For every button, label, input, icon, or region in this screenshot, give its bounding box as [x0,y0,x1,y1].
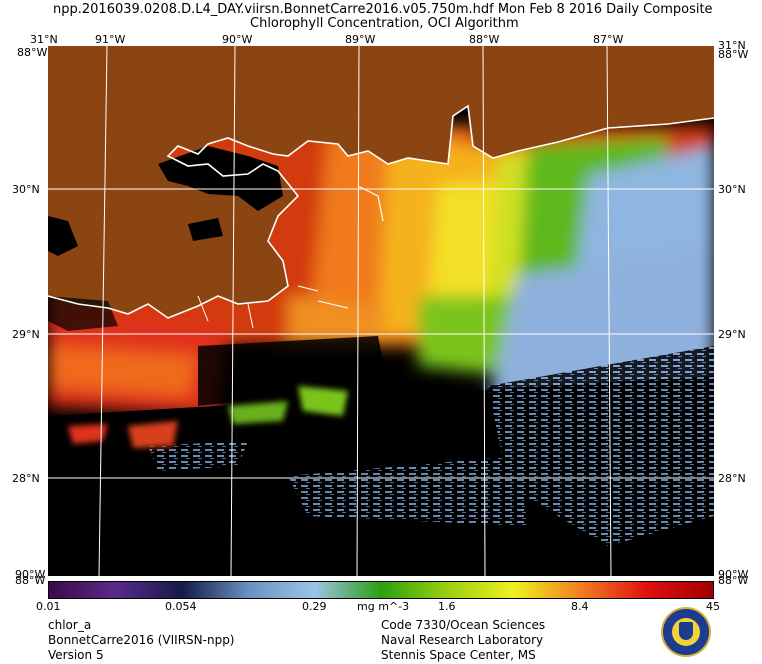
top-lat-right: 31°N [718,39,746,52]
nrl-seal-icon [661,607,711,657]
right-lat-28: 28°N [718,472,746,485]
chlorophyll-map [48,46,714,576]
shield-icon [679,622,693,640]
corner-left-top: 88°W [17,46,48,59]
sparse-data [148,346,714,546]
footer-left-3: Version 5 [48,648,104,662]
cbar-units: mg m^-3 [357,600,410,613]
corner-right-bottom-a: 90°W [718,568,749,581]
map-svg [48,46,714,576]
footer-left-2: BonnetCarre2016 (VIIRSN-npp) [48,633,235,647]
graticule [48,46,714,576]
corner-left-bottom-b: 88°W [15,574,46,587]
corner-right-top: 88°W [718,48,749,61]
cbar-tick-4: 8.4 [571,600,589,613]
cbar-tick-2: 0.29 [302,600,327,613]
top-lon-89: 89°W [345,33,376,46]
footer-right-1: Code 7330/Ocean Sciences [381,618,546,632]
land-mass [48,46,714,318]
left-lat-30: 30°N [12,183,40,196]
footer-right-3: Stennis Space Center, MS [381,648,536,662]
right-lat-29: 29°N [718,328,746,341]
top-lat-left: 31°N [30,33,58,46]
top-lon-88: 88°W [469,33,500,46]
left-lat-29: 29°N [12,328,40,341]
footer-right-2: Naval Research Laboratory [381,633,544,647]
top-lon-91: 91°W [95,33,126,46]
coastline [48,104,714,319]
corner-right-bottom-b: 88°W [718,574,749,587]
cbar-tick-0: 0.01 [36,600,61,613]
cbar-tick-1: 0.054 [165,600,197,613]
top-lon-90: 90°W [222,33,253,46]
footer-left-1: chlor_a [48,618,92,632]
cbar-tick-5: 45 [706,600,720,613]
corner-left-bottom-a: 90°W [15,568,46,581]
colorbar [48,581,714,599]
left-lat-28: 28°N [12,472,40,485]
file-title: npp.2016039.0208.D.L4_DAY.viirsn.BonnetC… [53,2,713,17]
cbar-tick-3: 1.6 [438,600,456,613]
top-lon-87: 87°W [593,33,624,46]
product-title: Chlorophyll Concentration, OCI Algorithm [250,16,519,31]
right-lat-30: 30°N [718,183,746,196]
